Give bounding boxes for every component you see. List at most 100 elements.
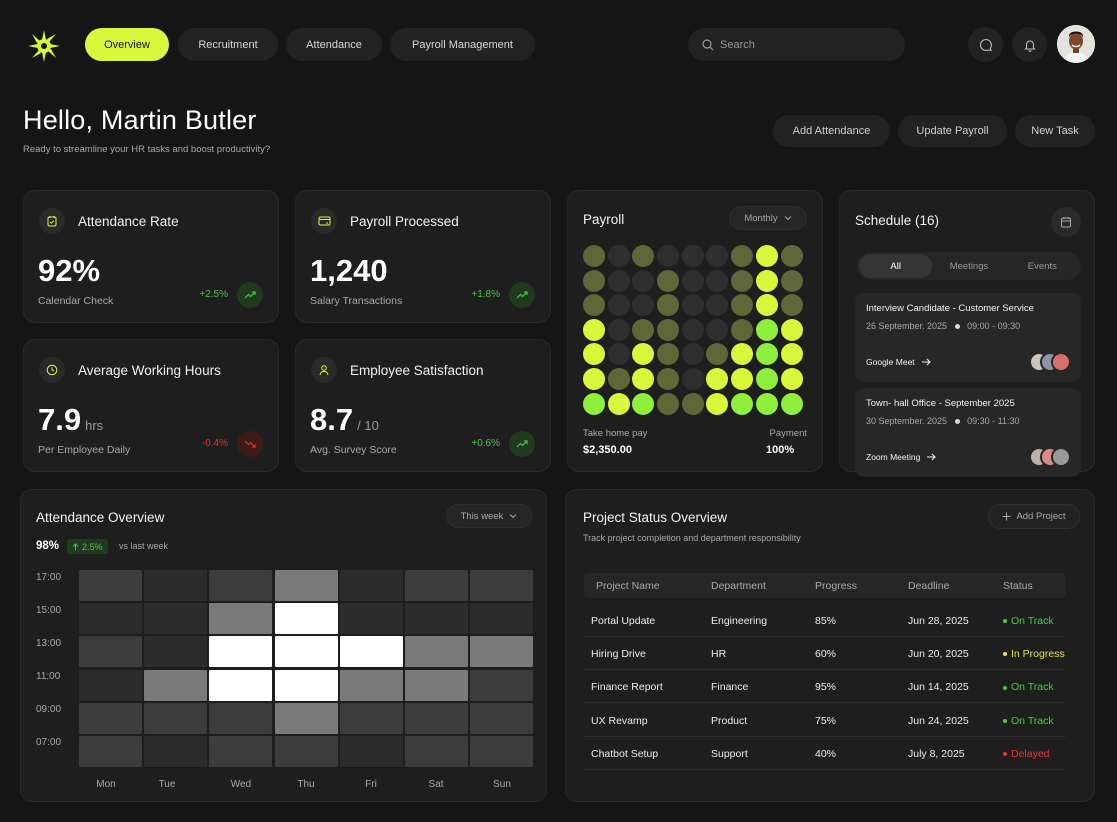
table-row[interactable]: Portal Update Engineering 85% Jun 28, 2025 O… — [584, 604, 1066, 637]
table-row[interactable]: Finance Report Finance 95% Jun 14, 2025 On T… — [584, 670, 1066, 704]
notifications-button[interactable] — [1012, 27, 1047, 62]
table-row[interactable]: Chatbot Setup Support 40% July 8, 2025 Delay… — [584, 737, 1066, 770]
search-input[interactable]: Search — [688, 28, 905, 61]
status-cell: Delayed — [1003, 748, 1050, 760]
heatmap-cell[interactable] — [339, 636, 403, 668]
payroll-dot — [755, 269, 778, 292]
heatmap-cell[interactable] — [274, 669, 338, 701]
event-link-zoom-meeting[interactable]: Zoom Meeting — [866, 452, 937, 462]
table-header: Project Name Department Progress Deadlin… — [584, 573, 1066, 598]
heatmap-cell[interactable] — [144, 669, 208, 701]
heatmap-cell[interactable] — [274, 636, 338, 668]
heatmap-cell[interactable] — [339, 702, 403, 734]
update-payroll-button[interactable]: Update Payroll — [898, 115, 1007, 147]
payroll-dot — [706, 367, 729, 390]
project-name-cell: Chatbot Setup — [591, 747, 659, 760]
heatmap-cell[interactable] — [79, 669, 142, 701]
status-dot-icon — [1003, 652, 1007, 657]
heatmap-cell[interactable] — [405, 736, 468, 767]
table-row[interactable]: UX Revamp Product 75% Jun 24, 2025 On Track — [584, 704, 1066, 737]
heatmap-cell[interactable] — [274, 702, 338, 734]
heatmap-cell[interactable] — [144, 570, 208, 601]
tab-overview[interactable]: Overview — [85, 28, 169, 61]
heatmap-cell[interactable] — [339, 669, 403, 701]
clock-icon — [39, 357, 65, 383]
payroll-period-select[interactable]: Monthly — [729, 206, 807, 230]
heatmap-cell[interactable] — [209, 702, 273, 734]
heatmap-cell[interactable] — [209, 736, 273, 767]
column-header: Department — [711, 580, 766, 592]
chevron-down-icon — [784, 216, 791, 221]
payroll-dot — [607, 318, 630, 341]
arrow-right-icon — [927, 453, 937, 461]
progress-cell: 40% — [815, 747, 837, 760]
heatmap-cell[interactable] — [209, 636, 273, 668]
heatmap-cell[interactable] — [144, 603, 208, 635]
deadline-cell: Jun 14, 2025 — [908, 681, 969, 694]
heatmap-cell[interactable] — [470, 570, 534, 601]
schedule-tab-events[interactable]: Events — [1027, 260, 1057, 272]
schedule-event[interactable]: Town- hall Office - September 2025 30 Se… — [855, 388, 1081, 477]
attendance-period-select[interactable]: This week — [446, 504, 532, 528]
heatmap-cell[interactable] — [470, 702, 534, 734]
stat-value: 7.9 hrs — [38, 402, 104, 437]
tab-attendance[interactable]: Attendance — [286, 28, 382, 61]
payroll-dot — [731, 269, 754, 292]
schedule-event[interactable]: Interview Candidate - Customer Service 2… — [855, 293, 1081, 382]
heatmap-cell[interactable] — [339, 736, 403, 767]
add-project-button[interactable]: Add Project — [988, 504, 1080, 529]
add-attendance-button[interactable]: Add Attendance — [773, 115, 890, 147]
heatmap-cell[interactable] — [470, 669, 534, 701]
new-task-button[interactable]: New Task — [1015, 115, 1095, 147]
heatmap-cell[interactable] — [405, 603, 468, 635]
heatmap-cell[interactable] — [209, 603, 273, 635]
payment-value: 100% — [766, 444, 795, 456]
user-avatar[interactable] — [1057, 25, 1095, 63]
x-axis-label: Sun — [493, 779, 511, 790]
heatmap-cell[interactable] — [405, 669, 468, 701]
heatmap-cell[interactable] — [405, 702, 468, 734]
payroll-dot — [681, 318, 704, 341]
payroll-dot — [731, 392, 754, 415]
event-link-google-meet[interactable]: Google Meet — [866, 357, 931, 367]
heatmap-cell[interactable] — [470, 603, 534, 635]
heatmap-cell[interactable] — [79, 736, 142, 767]
payroll-dot — [632, 343, 655, 366]
payroll-dot — [583, 294, 605, 317]
status-label: On Track — [1011, 615, 1054, 627]
tab-recruitment[interactable]: Recruitment — [178, 28, 278, 61]
heatmap-cell[interactable] — [209, 669, 273, 701]
heatmap-cell[interactable] — [274, 570, 338, 601]
heatmap-cell[interactable] — [339, 570, 403, 601]
heatmap-cell[interactable] — [144, 636, 208, 668]
heatmap-cell[interactable] — [79, 570, 142, 601]
heatmap-cell[interactable] — [79, 636, 142, 668]
heatmap-cell[interactable] — [144, 702, 208, 734]
tab-payroll-management[interactable]: Payroll Management — [390, 28, 535, 61]
table-row[interactable]: Hiring Drive HR 60% Jun 20, 2025 In Progress — [584, 637, 1066, 671]
stat-value: 8.7/ 10 — [310, 402, 379, 437]
heatmap-cell[interactable] — [79, 702, 142, 734]
heatmap-cell[interactable] — [405, 636, 468, 668]
heatmap-cell[interactable] — [405, 570, 468, 601]
brand-logo[interactable] — [26, 28, 62, 64]
heatmap-cell[interactable] — [470, 636, 534, 668]
department-cell: HR — [711, 648, 727, 661]
calendar-button[interactable] — [1051, 207, 1081, 237]
heatmap-cell[interactable] — [144, 736, 208, 767]
schedule-tab-meetings[interactable]: Meetings — [949, 260, 989, 272]
y-axis-label: 11:00 — [36, 671, 61, 682]
payroll-dot — [632, 318, 655, 341]
stat-subtitle: Salary Transactions — [310, 295, 403, 307]
payroll-dot — [607, 367, 630, 390]
heatmap-cell[interactable] — [79, 603, 142, 635]
y-axis-label: 07:00 — [36, 737, 62, 748]
schedule-tab-all[interactable]: All — [859, 254, 933, 278]
payroll-dot — [706, 245, 729, 267]
heatmap-cell[interactable] — [209, 570, 273, 601]
heatmap-cell[interactable] — [339, 603, 403, 635]
heatmap-cell[interactable] — [470, 736, 534, 767]
heatmap-cell[interactable] — [274, 603, 338, 635]
heatmap-cell[interactable] — [274, 736, 338, 767]
messages-button[interactable] — [968, 27, 1003, 62]
